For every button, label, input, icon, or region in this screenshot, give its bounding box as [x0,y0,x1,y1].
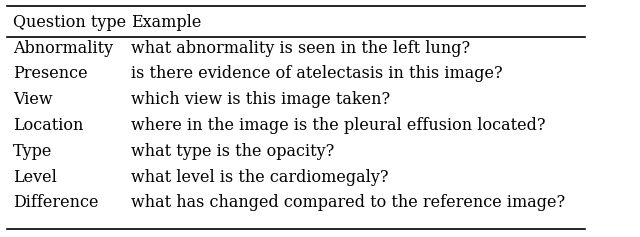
Text: what abnormality is seen in the left lung?: what abnormality is seen in the left lun… [131,40,470,57]
Text: where in the image is the pleural effusion located?: where in the image is the pleural effusi… [131,117,546,134]
Text: Example: Example [131,14,202,31]
Text: Level: Level [13,169,57,186]
Text: what has changed compared to the reference image?: what has changed compared to the referen… [131,194,565,211]
Text: Location: Location [13,117,84,134]
Text: Difference: Difference [13,194,99,211]
Text: Presence: Presence [13,65,88,82]
Text: Question type: Question type [13,14,126,31]
Text: what level is the cardiomegaly?: what level is the cardiomegaly? [131,169,388,186]
Text: View: View [13,91,53,108]
Text: is there evidence of atelectasis in this image?: is there evidence of atelectasis in this… [131,65,503,82]
Text: what type is the opacity?: what type is the opacity? [131,143,335,160]
Text: Abnormality: Abnormality [13,40,113,57]
Text: which view is this image taken?: which view is this image taken? [131,91,390,108]
Text: Type: Type [13,143,52,160]
